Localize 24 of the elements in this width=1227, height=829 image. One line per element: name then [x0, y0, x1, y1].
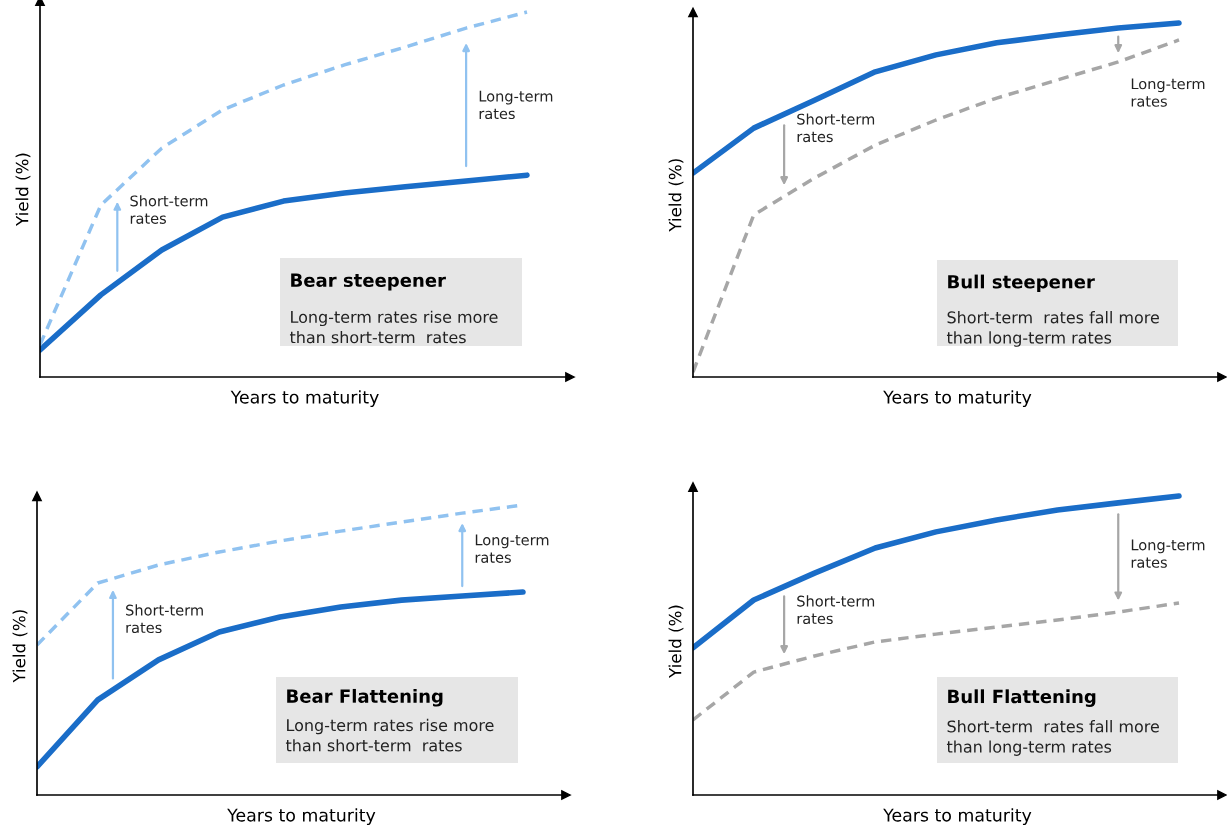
text: Long-term rates rise more than short-term rates [289, 310, 498, 344]
text: Short-term rates fall more than long-term rates [946, 311, 1159, 347]
text: Bear steepener [291, 273, 446, 291]
annotation: Long-term rates [475, 534, 549, 563]
x-axis-title: Years to maturity [230, 390, 379, 407]
text: Bear Flattening [287, 688, 443, 707]
x-axis-title: Years to maturity [883, 390, 1032, 407]
annotation: Long-term rates [479, 90, 553, 120]
y-axis-title: Yield (%) [12, 610, 28, 683]
x-axis-title: Years to maturity [883, 808, 1032, 825]
x-axis-title: Years to maturity [227, 808, 376, 825]
annotation: Short-term rates [797, 595, 875, 625]
annotation: Short-term rates [797, 113, 875, 143]
annotation: Long-term rates [1131, 539, 1205, 568]
text: Bull steepener [948, 274, 1095, 293]
text: Long-term rates rise more than short-term rates [285, 718, 494, 752]
annotation: Long-term rates [1131, 78, 1205, 107]
y-axis-title: Yield (%) [668, 605, 684, 678]
y-axis-title: Yield (%) [15, 153, 31, 226]
text: Bull Flattening [948, 689, 1096, 707]
y-axis-title: Yield (%) [668, 159, 684, 232]
text: Short-term rates fall more than long-term rates [946, 720, 1159, 756]
annotation: Short-term rates [126, 604, 203, 634]
annotation: Short-term rates [130, 195, 208, 224]
